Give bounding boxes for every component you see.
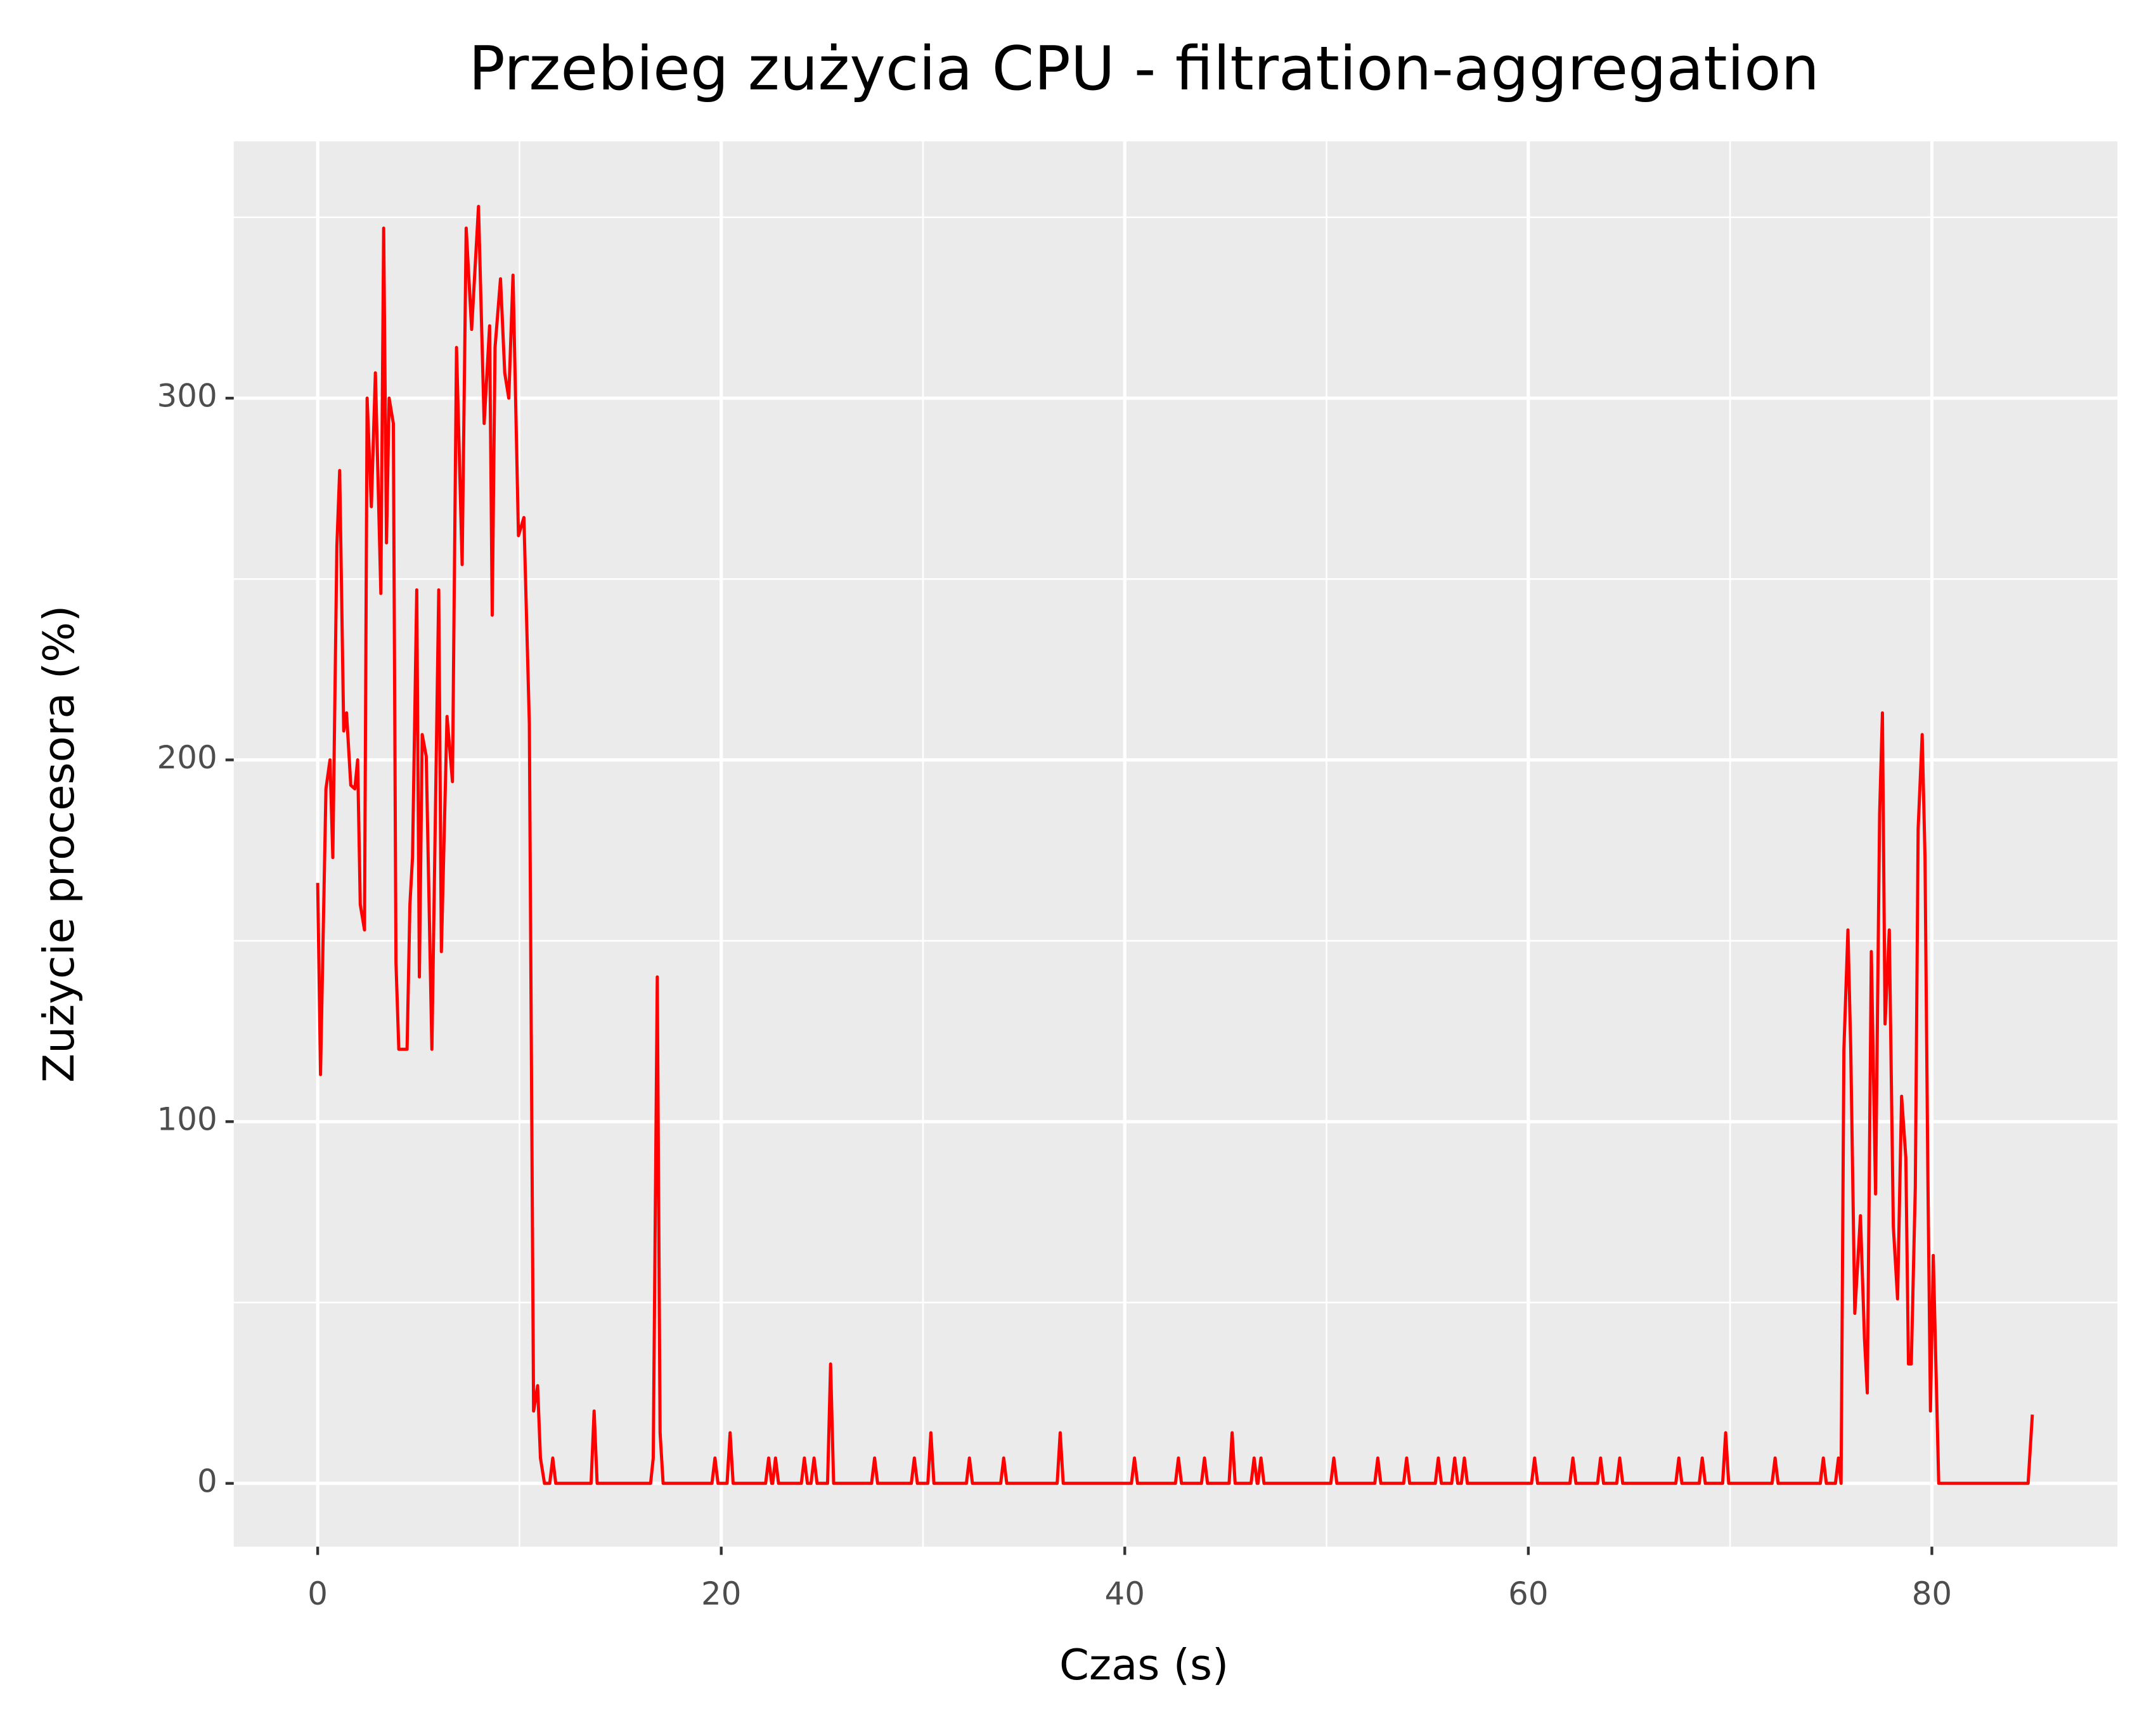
y-tick-label: 100 <box>157 1101 217 1138</box>
x-tick-label: 80 <box>1912 1575 1952 1612</box>
y-tick-label: 0 <box>197 1463 217 1499</box>
x-tick-label: 60 <box>1508 1575 1548 1612</box>
x-tick-label: 20 <box>701 1575 741 1612</box>
data-line <box>316 205 2034 1485</box>
x-tick-label: 0 <box>307 1575 328 1612</box>
y-tick-label: 200 <box>157 739 217 776</box>
plot-panel <box>233 141 2118 1547</box>
y-axis-title: Zużycie procesora (%) <box>34 605 84 1083</box>
y-tick-label: 300 <box>157 378 217 415</box>
chart-title: Przebieg zużycia CPU - filtration-aggreg… <box>468 33 1819 104</box>
marks <box>316 205 2034 1485</box>
x-tick-label: 40 <box>1105 1575 1145 1612</box>
x-axis-title: Czas (s) <box>1059 1640 1229 1690</box>
